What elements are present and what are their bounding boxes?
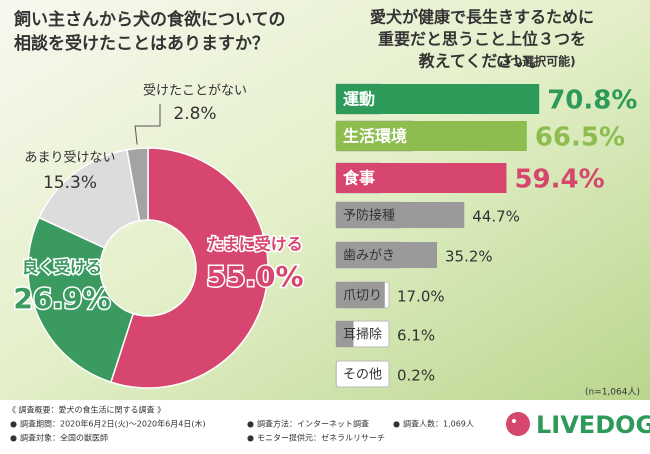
chart-title: 重要だと思うこと上位３つを — [378, 30, 586, 49]
bar — [336, 202, 465, 228]
donut-slice — [27, 216, 135, 384]
bar-value: 70.8% — [547, 86, 637, 116]
bullet: ● — [10, 434, 17, 443]
chart-title: 愛犬が健康で長生きするために — [370, 8, 594, 27]
bar — [336, 121, 527, 151]
footer-heading: 《 調査概要：愛犬の食生活に関する調査 》 — [8, 405, 165, 415]
bar-value: 0.2% — [397, 367, 435, 385]
logo-eye — [512, 419, 516, 423]
slice-value: 55.0% — [206, 260, 303, 293]
bar-label: 爪切り — [343, 289, 382, 304]
leader-line — [134, 104, 161, 145]
bar-label: 生活環境 — [343, 127, 407, 146]
footer: 《 調査概要：愛犬の食生活に関する調査 》 ● 調査期間：2020年6月2日(火… — [8, 405, 474, 443]
footer-count: 調査人数：1,069人 — [403, 419, 474, 429]
bar — [336, 84, 540, 114]
bar-value: 17.0% — [397, 288, 445, 306]
logo: LIVEDOG — [506, 411, 650, 439]
bar-label: 食事 — [342, 169, 375, 188]
bar — [336, 321, 354, 347]
bar-chart: 愛犬が健康で長生きするために重要だと思うこと上位３つを教えてください。(3つ選択… — [335, 8, 640, 398]
bullet: ● — [393, 420, 400, 429]
footer-method: 調査方法：インターネット調査 — [257, 419, 369, 429]
footer-target: 調査対象：全国の獣医師 — [20, 433, 108, 443]
footer-period: 調査期間：2020年6月2日(火)～2020年6月4日(木) — [20, 419, 206, 429]
slice-value: 2.8% — [173, 104, 216, 124]
bar-value: 35.2% — [445, 248, 493, 266]
slice-label: あまり受けない — [24, 151, 115, 166]
bar-label: その他 — [343, 368, 382, 383]
footer-provider: モニター提供元：ゼネラルリサーチ — [257, 433, 385, 443]
chart-title: 相談を受けたことはありますか？ — [14, 33, 269, 54]
chart-subtitle: (3つ選択可能) — [496, 54, 575, 69]
donut-slice — [109, 147, 269, 389]
bar-value: 44.7% — [472, 208, 520, 226]
slice-label: たまに受ける — [207, 235, 303, 254]
bar — [336, 361, 337, 387]
bar-value: 6.1% — [397, 327, 435, 345]
slice-value: 26.9% — [13, 282, 110, 315]
bar-value: 66.5% — [535, 123, 625, 153]
footer-background — [0, 400, 650, 450]
slice-value: 15.3% — [43, 173, 97, 193]
bar-value: 59.4% — [514, 165, 604, 195]
chart-title: 教えてください。 — [419, 52, 546, 71]
bullet: ● — [247, 420, 254, 429]
bar-label: 予防接種 — [343, 208, 395, 224]
bar-label: 歯みがき — [343, 249, 395, 264]
donut-slice — [38, 148, 141, 249]
bar-label: 運動 — [343, 90, 375, 109]
bar — [336, 163, 507, 193]
chart-title: 飼い主さんから犬の食欲についての — [13, 9, 286, 30]
bar-label: 耳掃除 — [343, 327, 382, 343]
slice-label: 受けたことがない — [143, 84, 247, 99]
logo-text: LIVEDOG — [536, 411, 650, 439]
donut-slice — [126, 147, 149, 222]
logo-icon — [506, 412, 530, 436]
bar — [336, 282, 385, 308]
bullet: ● — [10, 420, 17, 429]
bar — [336, 242, 438, 268]
slice-label: 良く受ける — [22, 258, 102, 277]
bullet: ● — [247, 434, 254, 443]
sample-note: (n=1,064人) — [585, 387, 640, 398]
